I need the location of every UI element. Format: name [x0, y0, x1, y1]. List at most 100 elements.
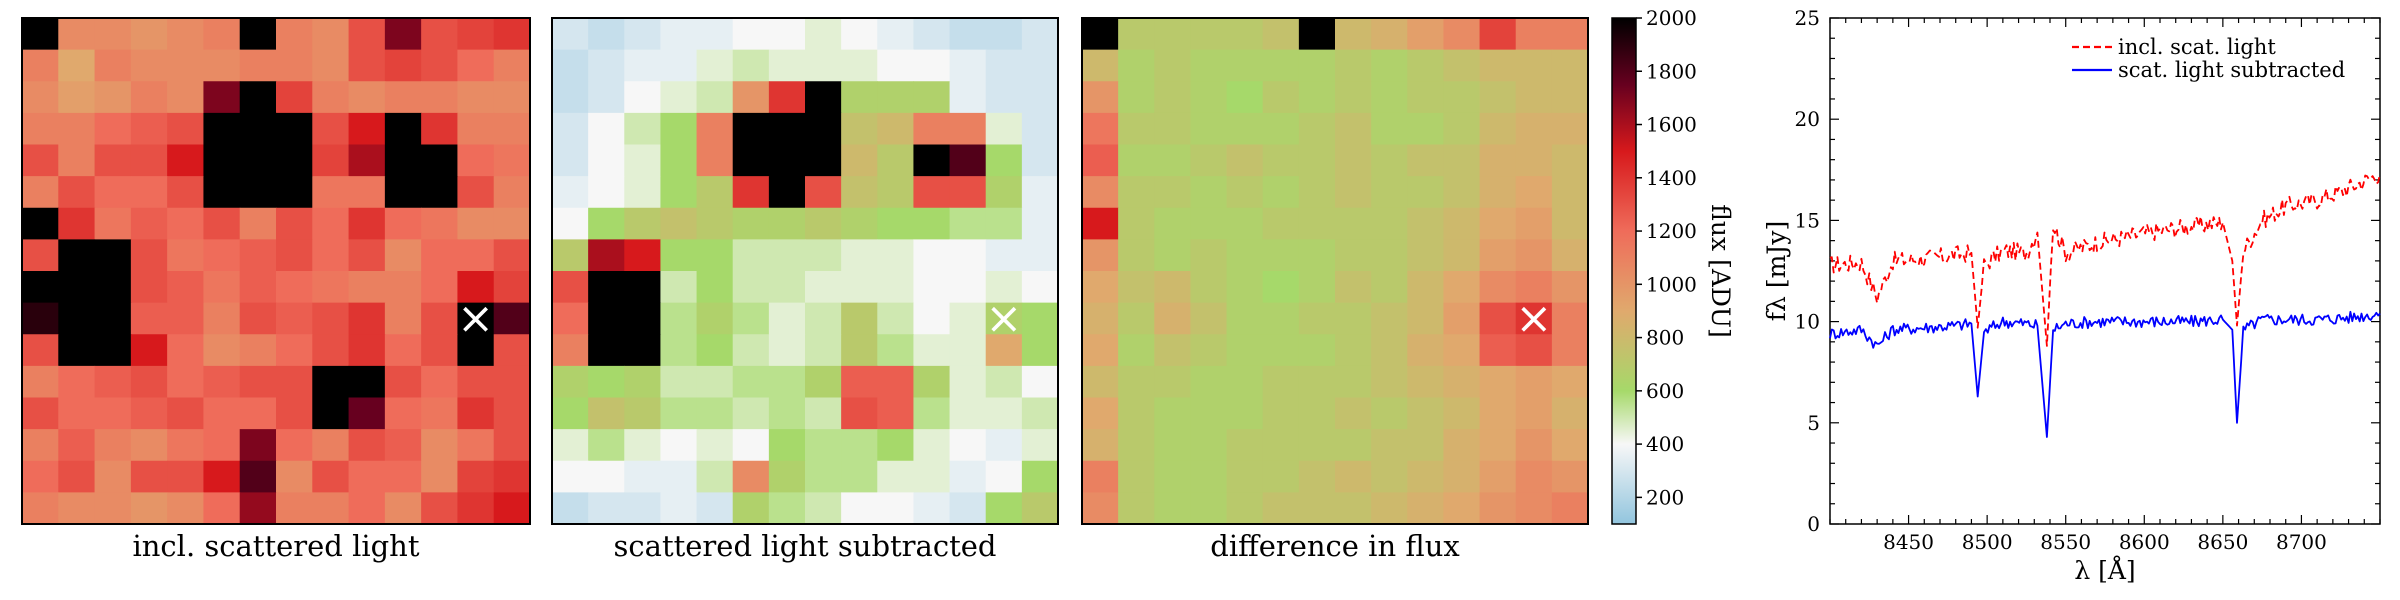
heatmap-cell	[1407, 81, 1445, 114]
heatmap-cell	[949, 397, 987, 430]
heatmap-cell	[1551, 302, 1589, 335]
heatmap-cell	[768, 81, 806, 114]
heatmap-cell	[94, 239, 132, 272]
heatmap-cell	[552, 334, 589, 367]
heatmap-cell	[1082, 18, 1119, 51]
heatmap-cell	[58, 18, 96, 51]
heatmap-cell	[1371, 397, 1408, 430]
heatmap-cell	[312, 18, 350, 51]
heatmap-cell	[493, 429, 531, 462]
y-tick-label: 25	[1795, 6, 1820, 30]
heatmap-cell	[805, 207, 842, 240]
heatmap-cell	[949, 334, 987, 367]
heatmap-cell	[985, 112, 1023, 146]
heatmap-cell	[1262, 365, 1300, 399]
heatmap-cell	[588, 144, 625, 177]
heatmap-cell	[1190, 239, 1228, 272]
heatmap-cell	[696, 207, 734, 240]
heatmap-cell	[1298, 397, 1336, 430]
heatmap-cell	[58, 302, 96, 335]
heatmap-cell	[130, 144, 168, 177]
heatmap-cell	[1407, 460, 1445, 493]
heatmap-cell	[1226, 144, 1264, 177]
heatmap-cell	[276, 429, 313, 462]
heatmap-cell	[276, 365, 313, 399]
heatmap-cell	[457, 365, 495, 399]
heatmap-cell	[1082, 429, 1119, 462]
heatmap-cell	[660, 112, 698, 146]
heatmap-cell	[167, 81, 205, 114]
heatmap-cell	[493, 112, 531, 146]
heatmap-cell	[768, 460, 806, 493]
heatmap-cell	[312, 365, 350, 399]
heatmap-cell	[1262, 271, 1300, 304]
heatmap-cell	[552, 397, 589, 430]
heatmap-cell	[624, 18, 662, 51]
heatmap-cell	[1371, 49, 1408, 82]
heatmap-cell	[58, 334, 96, 367]
heatmap-cell	[276, 176, 313, 209]
heatmap-cell	[805, 81, 842, 114]
heatmap-cell	[877, 429, 915, 462]
heatmap-cell	[421, 112, 459, 146]
heatmap-cell	[58, 397, 96, 430]
heatmap-cell	[877, 302, 915, 335]
heatmap-cell	[1551, 18, 1589, 51]
heatmap-cell	[94, 271, 132, 304]
heatmap-cell	[22, 176, 59, 209]
heatmap-cell	[624, 429, 662, 462]
heatmap-cell	[130, 112, 168, 146]
heatmap-cell	[805, 112, 842, 146]
heatmap-cell	[805, 176, 842, 209]
heatmap-cell	[348, 271, 386, 304]
heatmap-cell	[94, 81, 132, 114]
heatmap-cell	[1479, 334, 1517, 367]
heatmap-cell	[913, 397, 951, 430]
heatmap-cell	[130, 429, 168, 462]
heatmap-cell	[457, 207, 495, 240]
heatmap-cell	[276, 460, 313, 493]
heatmap-cell	[768, 429, 806, 462]
heatmap-cell	[203, 492, 241, 525]
heatmap-cell	[1154, 176, 1192, 209]
heatmap-cell	[1335, 334, 1372, 367]
heatmap-cell	[624, 397, 662, 430]
heatmap-cell	[1371, 207, 1408, 240]
heatmap-cell	[1298, 176, 1336, 209]
heatmap-cell	[22, 81, 59, 114]
heatmap-cell	[1118, 334, 1155, 367]
heatmap-cell	[696, 397, 734, 430]
heatmap-cell	[877, 460, 915, 493]
heatmap-cell	[276, 397, 313, 430]
heatmap-cell	[1335, 397, 1372, 430]
heatmap-cell	[1371, 271, 1408, 304]
heatmap-cell	[1443, 207, 1481, 240]
heatmap-cell	[588, 492, 625, 525]
heatmap-cell	[985, 429, 1023, 462]
colorbar-gradient	[1611, 17, 1637, 525]
heatmap-cell	[457, 18, 495, 51]
heatmap-cell	[913, 271, 951, 304]
heatmap-cell	[421, 239, 459, 272]
heatmap-cell	[276, 271, 313, 304]
heatmap-cell	[732, 49, 770, 82]
heatmap-cell	[1154, 492, 1192, 525]
heatmap-cell	[1226, 429, 1264, 462]
heatmap-cell	[1371, 18, 1408, 51]
heatmap-cell	[348, 365, 386, 399]
heatmap-cell	[348, 239, 386, 272]
heatmap-cell	[1021, 302, 1059, 335]
heatmap-cell	[588, 18, 625, 51]
heatmap-panel-subtracted: × scattered light subtracted	[551, 17, 1059, 563]
heatmap-cell	[768, 207, 806, 240]
heatmap-cell	[203, 397, 241, 430]
heatmap-cell	[1021, 271, 1059, 304]
heatmap-cell	[552, 365, 589, 399]
heatmap-cell	[1443, 492, 1481, 525]
heatmap-cell	[94, 207, 132, 240]
heatmap-cell	[1190, 49, 1228, 82]
spectrum-series	[1829, 173, 2381, 438]
heatmap-cell	[1335, 492, 1372, 525]
heatmap-cell	[1226, 334, 1264, 367]
star-marker-scattered: ×	[457, 293, 494, 344]
